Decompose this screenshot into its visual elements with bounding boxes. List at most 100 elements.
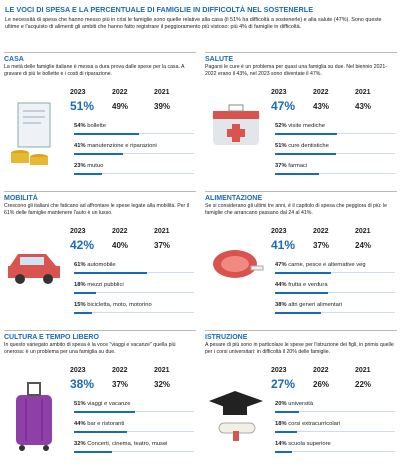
section-text: Se si considerano gli ultimi tre anni, è… <box>205 203 387 216</box>
year: 2023 <box>70 228 86 235</box>
year: 2021 <box>154 228 170 235</box>
section: CASA La metà delle famiglie italiane è me… <box>4 52 196 187</box>
bar-track <box>74 292 194 293</box>
section: CULTURA E TEMPO LIBERO In questo variegat… <box>4 330 196 465</box>
year: 2021 <box>355 89 371 96</box>
section: MOBILITÀ Crescono gli italiani che fatica… <box>4 191 196 326</box>
item: 61% automobile <box>74 262 194 268</box>
item: 51% viaggi e vacanze <box>74 401 194 407</box>
bar <box>74 172 102 175</box>
item: 54% bollette <box>74 123 194 129</box>
item-value: 38% <box>275 302 287 308</box>
year-value: 26% <box>313 380 330 389</box>
item-value: 61% <box>74 262 86 268</box>
section-text: Pagarsi le cure è un problema per quasi … <box>205 64 387 77</box>
item: 37% farmaci <box>275 163 395 169</box>
item-value: 51% <box>275 143 287 149</box>
item-label: viaggi e vacanze <box>87 401 131 407</box>
bar <box>275 271 332 274</box>
item: 44% bar e ristoranti <box>74 421 194 427</box>
year-value: 43% <box>313 102 330 111</box>
item: 32% Concerti, cinema, teatro, musei <box>74 441 194 447</box>
icon <box>6 97 64 179</box>
bar-track <box>275 272 395 273</box>
year-value: 22% <box>355 380 372 389</box>
year-value: 51% <box>70 99 95 113</box>
intro: Le necessità di spesa che hanno messo pi… <box>5 17 382 31</box>
title: LE VOCI DI SPESA E LA PERCENTUALE DI FAM… <box>5 5 314 14</box>
year-value: 49% <box>112 102 129 111</box>
year: 2021 <box>355 228 371 235</box>
year: 2021 <box>154 367 170 374</box>
bar-track <box>275 312 395 313</box>
item-value: 54% <box>74 123 86 129</box>
bar <box>275 311 321 314</box>
item: 18% corsi extracurricolari <box>275 421 395 427</box>
item-label: mezzi pubblici <box>87 282 124 288</box>
item-label: automobile <box>87 262 116 268</box>
item: 51% cure dentistiche <box>275 143 395 149</box>
bar-track <box>74 173 194 174</box>
bar <box>74 410 136 413</box>
section: ISTRUZIONE A pesare di più sono in partic… <box>205 330 397 465</box>
item-value: 18% <box>74 282 86 288</box>
year-value: 41% <box>271 238 296 252</box>
item: 47% carne, pesce e alternative veg <box>275 262 395 268</box>
bar <box>74 450 113 453</box>
section-title: CASA <box>4 56 24 63</box>
year-value: 42% <box>70 238 95 252</box>
bar-track <box>74 451 194 452</box>
item-value: 23% <box>74 163 86 169</box>
year-value: 39% <box>154 102 171 111</box>
item-label: bicicletta, moto, motorino <box>87 302 152 308</box>
item-label: manutenzione e riparazioni <box>87 143 157 149</box>
item-value: 41% <box>74 143 86 149</box>
bar <box>275 172 320 175</box>
bar <box>74 311 92 314</box>
year: 2021 <box>355 367 371 374</box>
section-title: ISTRUZIONE <box>205 334 248 341</box>
bar <box>275 410 299 413</box>
section-title: SALUTE <box>205 56 233 63</box>
item: 41% manutenzione e riparazioni <box>74 143 194 149</box>
item-value: 44% <box>275 282 287 288</box>
bar <box>74 132 139 135</box>
item-value: 51% <box>74 401 86 407</box>
year-value: 27% <box>271 377 296 391</box>
item-label: visite mediche <box>288 123 325 129</box>
icon <box>207 236 265 318</box>
bar-track <box>275 431 395 432</box>
year: 2022 <box>112 367 128 374</box>
bar <box>74 291 96 294</box>
item: 20% università <box>275 401 395 407</box>
item: 15% bicicletta, moto, motorino <box>74 302 194 308</box>
item: 38% altri generi alimentari <box>275 302 395 308</box>
item-value: 18% <box>275 421 287 427</box>
year-value: 38% <box>70 377 95 391</box>
year: 2022 <box>313 89 329 96</box>
item: 52% visite mediche <box>275 123 395 129</box>
item-value: 47% <box>275 262 287 268</box>
item-label: carne, pesce e alternative veg <box>288 262 366 268</box>
year: 2023 <box>70 89 86 96</box>
bar <box>275 132 338 135</box>
year-value: 40% <box>112 241 129 250</box>
icon <box>6 375 64 457</box>
year: 2022 <box>112 89 128 96</box>
section-text: A pesare di più sono in particolare le s… <box>205 342 394 355</box>
year: 2023 <box>271 89 287 96</box>
year-value: 37% <box>112 380 129 389</box>
bar <box>275 430 297 433</box>
bar-track <box>275 173 395 174</box>
year-value: 24% <box>355 241 372 250</box>
bar-track <box>74 153 194 154</box>
bar-track <box>74 431 194 432</box>
item-value: 32% <box>74 441 86 447</box>
year-value: 43% <box>355 102 372 111</box>
year: 2021 <box>154 89 170 96</box>
item-label: mutuo <box>87 163 104 169</box>
item-value: 15% <box>74 302 86 308</box>
item-label: scuola superiore <box>288 441 331 447</box>
bar <box>275 152 337 155</box>
